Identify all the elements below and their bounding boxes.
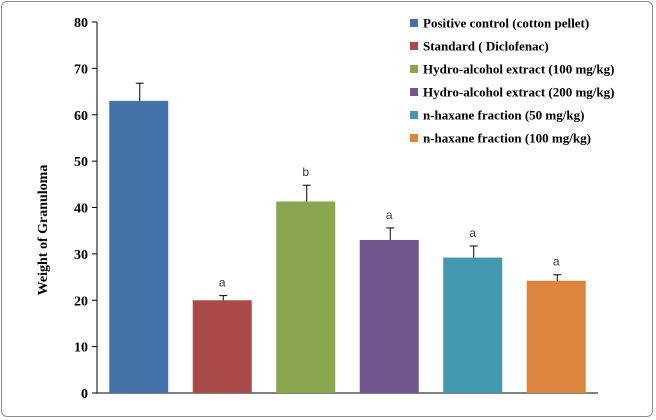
significance-label: a — [386, 208, 393, 222]
bars: a b a a a — [109, 82, 586, 394]
significance-label: a — [469, 226, 476, 240]
significance-label: a — [219, 276, 226, 290]
y-tick-label: 60 — [74, 109, 88, 124]
legend-entry: Positive control (cotton pellet) — [423, 16, 589, 31]
y-tick-label: 70 — [74, 62, 88, 77]
bar — [443, 257, 503, 393]
legend-entry: Hydro-alcohol extract (100 mg/kg) — [423, 62, 614, 77]
significance-label: b — [302, 165, 309, 179]
legend-swatch — [410, 88, 418, 96]
legend-entry: Standard ( Diclofenac) — [423, 39, 549, 54]
y-tick-label: 50 — [74, 155, 88, 170]
legend-entry: n-haxane fraction (100 mg/kg) — [423, 131, 591, 146]
bar — [109, 100, 169, 394]
bar — [192, 300, 252, 393]
bar — [526, 280, 586, 393]
y-tick-label: 30 — [74, 248, 88, 263]
y-tick-label: 0 — [81, 387, 88, 402]
legend-swatch — [410, 134, 418, 142]
legend-entry: Hydro-alcohol extract (200 mg/kg) — [423, 85, 614, 100]
legend-entry: n-haxane fraction (50 mg/kg) — [423, 108, 584, 123]
y-tick-label: 80 — [74, 16, 88, 31]
axes: 0 10 20 30 40 50 60 70 80 — [74, 16, 598, 402]
legend: Positive control (cotton pellet) Standard… — [410, 16, 614, 146]
legend-swatch — [410, 65, 418, 73]
y-tick-label: 40 — [74, 202, 88, 217]
legend-swatch — [410, 111, 418, 119]
significance-label: a — [553, 255, 560, 269]
legend-swatch — [410, 19, 418, 27]
bar — [276, 201, 336, 393]
bar — [359, 239, 419, 393]
y-tick-label: 10 — [74, 341, 88, 356]
y-axis-label: Weight of Granuloma — [36, 165, 51, 296]
y-tick-label: 20 — [74, 294, 88, 309]
legend-swatch — [410, 42, 418, 50]
